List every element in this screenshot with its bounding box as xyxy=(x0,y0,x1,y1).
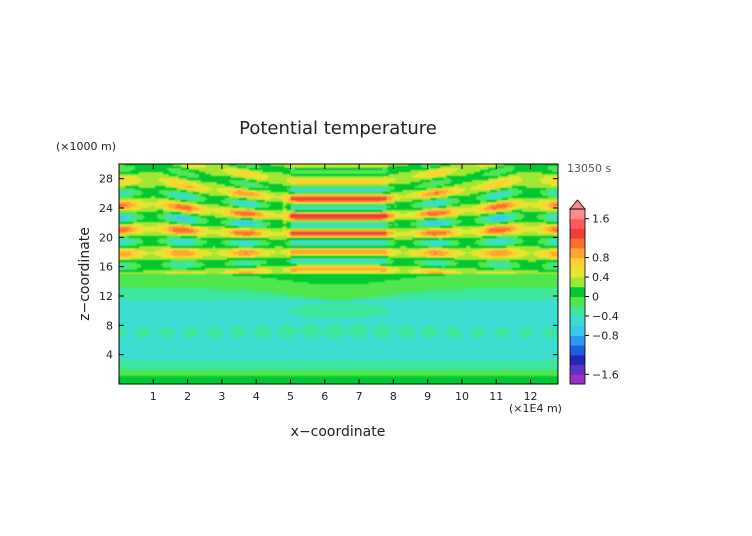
x-tick-label: 2 xyxy=(184,390,191,403)
x-tick-label: 11 xyxy=(489,390,503,403)
colorbar-swatch xyxy=(570,306,585,317)
colorbar-swatch xyxy=(570,277,585,288)
colorbar-swatch xyxy=(570,296,585,307)
x-tick-label: 7 xyxy=(356,390,363,403)
colorbar-swatch xyxy=(570,364,585,375)
colorbar-tick-label: −0.8 xyxy=(592,329,619,342)
x-tick-label: 5 xyxy=(287,390,294,403)
colorbar-swatch xyxy=(570,257,585,268)
x-tick-label: 4 xyxy=(253,390,260,403)
x-tick-label: 10 xyxy=(455,390,469,403)
colorbar-swatch xyxy=(570,267,585,278)
colorbar-tick-label: −1.6 xyxy=(592,368,619,381)
colorbar-swatch xyxy=(570,218,585,229)
y-axis-label: z−coordinate xyxy=(77,227,93,321)
colorbar-swatch xyxy=(570,374,585,385)
x-axis-label: x−coordinate xyxy=(291,424,386,440)
x-tick-label: 9 xyxy=(424,390,431,403)
colorbar-tick-label: 0.4 xyxy=(592,271,610,284)
time-label: 13050 s xyxy=(567,162,611,175)
y-tick-label: 24 xyxy=(99,202,113,215)
heatmap-plot-area xyxy=(118,163,559,385)
chart-title: Potential temperature xyxy=(239,118,437,139)
y-tick-label: 12 xyxy=(99,290,113,303)
colorbar-swatch xyxy=(570,286,585,297)
y-tick-label: 16 xyxy=(99,261,113,274)
colorbar-swatch xyxy=(570,315,585,327)
plot-frame xyxy=(118,163,559,385)
x-tick-label: 3 xyxy=(218,390,225,403)
colorbar-tick-label: 1.6 xyxy=(592,213,610,226)
heatmap-image xyxy=(119,164,558,384)
colorbar-swatch xyxy=(570,247,585,259)
x-axis-ticks: 1 2 3 4 5 6 7 8 9 10 11 12 xyxy=(150,164,538,403)
colorbar-swatch xyxy=(570,238,585,249)
colorbar: 1.6 0.8 0.4 0 −0.4 −0.8 −1.6 xyxy=(569,199,619,385)
x-tick-label: 8 xyxy=(390,390,397,403)
y-tick-label: 28 xyxy=(99,173,113,186)
x-unit-label: (×1E4 m) xyxy=(509,402,562,415)
y-tick-label: 20 xyxy=(99,231,113,244)
y-unit-label: (×1000 m) xyxy=(56,140,116,153)
colorbar-tick-label: −0.4 xyxy=(592,310,619,323)
colorbar-tick-label: 0 xyxy=(592,291,599,304)
y-axis-ticks: 4 8 12 16 20 24 28 xyxy=(99,173,558,362)
colorbar-swatch xyxy=(570,335,585,346)
y-tick-label: 8 xyxy=(106,319,113,332)
colorbar-swatch xyxy=(570,209,585,220)
x-tick-label: 6 xyxy=(321,390,328,403)
y-tick-label: 4 xyxy=(106,349,113,362)
x-tick-label: 1 xyxy=(150,390,157,403)
colorbar-tick-label: 0.8 xyxy=(592,252,610,265)
colorbar-swatch xyxy=(570,325,585,336)
colorbar-swatch xyxy=(570,228,585,239)
colorbar-swatch xyxy=(570,345,585,356)
colorbar-swatch xyxy=(570,354,585,366)
x-tick-label: 12 xyxy=(524,390,538,403)
